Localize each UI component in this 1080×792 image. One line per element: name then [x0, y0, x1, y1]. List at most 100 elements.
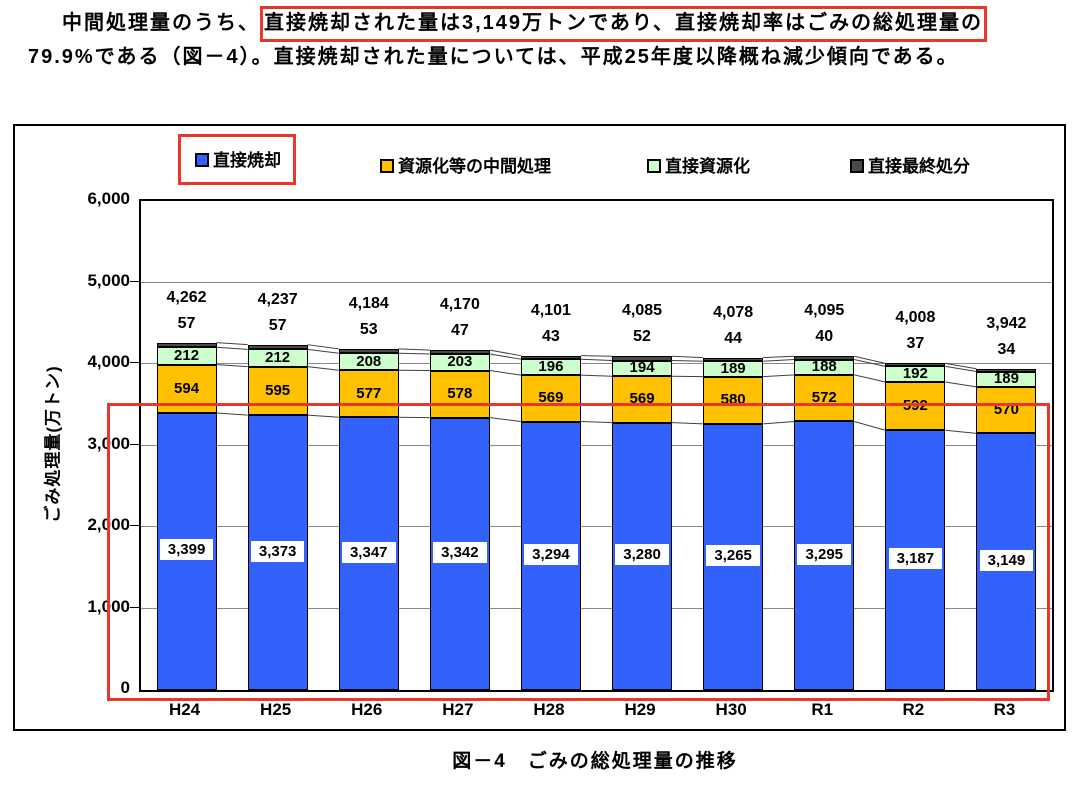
paragraph-line-1: 中間処理量のうち、 直接焼却された量は3,149万トンであり、直接焼却率はごみの総…: [0, 6, 1080, 42]
gridline: [141, 607, 1052, 609]
bar-segment-R2-1: [885, 382, 946, 431]
bar-segment-H27-2: [429, 354, 490, 371]
bar-value-label: 570: [993, 401, 1019, 419]
bar-segment-H30-1: [703, 376, 764, 424]
bar-segment-H28-1: [520, 375, 581, 422]
bar-total-label: 4,101: [530, 301, 571, 319]
bar-value-label: 595: [265, 381, 291, 399]
gridline: [141, 444, 1052, 446]
bar-value-label: 189: [993, 370, 1019, 388]
bar-total-label: 4,078: [713, 303, 754, 321]
bar-segment-H28-3: [520, 355, 581, 360]
y-axis-tick: [130, 606, 139, 608]
bar-segment-R3-1: [976, 386, 1037, 434]
bar-value: 3,294: [524, 543, 578, 565]
x-axis-label-R1: R1: [811, 700, 834, 719]
x-axis-label-H29: H29: [624, 700, 656, 719]
highlighted-text: 直接焼却された量は3,149万トンであり、直接焼却率はごみの総処理量の: [260, 6, 988, 42]
bar-segment-R1-3: [794, 356, 855, 360]
bar-segment-H29-3: [612, 356, 673, 361]
bar-value-label: 3,295: [784, 543, 864, 565]
legend-swatch-intermediate-recycling: [380, 159, 394, 173]
bar-segment-H30-2: [703, 361, 764, 377]
legend-item-direct-final-disposal: 直接最終処分: [850, 152, 970, 177]
bar-segment-H30-3: [703, 357, 764, 362]
gridline: [141, 363, 1052, 364]
bar-final-disposal-label: 57: [268, 316, 287, 334]
bar-segment-H25-2: [247, 349, 308, 367]
bar-segment-R3-3: [976, 368, 1037, 372]
bar-value-label: 196: [538, 358, 564, 376]
legend-item-direct-incineration-highlighted: 直接焼却: [178, 134, 296, 185]
paragraph-text: 中間処理量のうち、: [62, 12, 260, 34]
legend-item-intermediate-recycling: 資源化等の中間処理: [380, 152, 551, 177]
bar-total-label: 4,237: [257, 290, 298, 308]
bar-value-label: 3,265: [693, 544, 773, 566]
plot-area: 3,399 594 212 4,262 57 3,373 595 212 4,237 57 3,34…: [139, 199, 1054, 692]
legend-label: 資源化等の中間処理: [398, 157, 551, 176]
figure-caption: 図－4 ごみの総処理量の推移: [452, 751, 738, 772]
bar-value-label: 203: [447, 353, 473, 371]
legend-label: 直接最終処分: [868, 157, 970, 176]
bar-value-label: 3,149: [966, 549, 1046, 571]
bar-value-label: 594: [174, 379, 200, 397]
legend-swatch-direct-final-disposal: [850, 159, 864, 173]
bar-total-label: 3,942: [986, 314, 1027, 332]
bar-value-label: 577: [356, 384, 382, 402]
bar-value: 3,373: [250, 540, 305, 562]
x-axis-label-H26: H26: [351, 700, 383, 719]
bar-value: 3,149: [979, 549, 1034, 571]
bar-final-disposal-label: 47: [450, 322, 469, 340]
x-axis-label-R2: R2: [902, 700, 925, 719]
bar-segment-H25-3: [247, 344, 308, 350]
x-axis-label-H27: H27: [442, 700, 474, 719]
gridline: [141, 526, 1052, 527]
legend-label: 直接資源化: [665, 157, 750, 176]
bar-total-label: 4,262: [166, 288, 207, 306]
series-connector-lines: [216, 342, 977, 434]
bar-total-label: 4,095: [804, 302, 845, 320]
bar-value-label: 3,187: [875, 548, 955, 570]
x-axis-label-H30: H30: [715, 700, 747, 719]
y-axis-tick: [130, 280, 139, 282]
bar-value-label: 572: [811, 389, 837, 407]
bar-segment-H27-3: [429, 350, 490, 354]
bar-total-label: 4,170: [439, 296, 480, 314]
legend-item-direct-recycling: 直接資源化: [647, 152, 750, 177]
bar-final-disposal-label: 34: [997, 340, 1016, 358]
y-axis-tick-label: 0: [120, 678, 130, 697]
y-axis-tick-label: 6,000: [87, 189, 130, 208]
bar-value-label: 569: [538, 389, 564, 407]
bar-value-label: 188: [811, 358, 837, 376]
y-axis-tick-label: 2,000: [87, 515, 130, 534]
bar-value-label: 208: [356, 352, 382, 370]
bar-value-label: 3,399: [147, 539, 227, 561]
bar-segment-H28-2: [520, 359, 581, 376]
bar-total-label: 4,085: [622, 302, 663, 320]
y-axis-tick: [130, 525, 139, 526]
x-axis-label-H25: H25: [260, 700, 292, 719]
bar-value: 3,187: [888, 548, 943, 570]
bar-value-label: 194: [629, 359, 655, 377]
y-axis-tick-label: 4,000: [87, 352, 130, 371]
bar-value-label: 3,280: [602, 544, 682, 566]
intro-paragraph: 中間処理量のうち、 直接焼却された量は3,149万トンであり、直接焼却率はごみの総…: [0, 6, 1080, 74]
bar-total-label: 4,184: [348, 294, 389, 312]
bar-value-label: 3,347: [329, 541, 409, 563]
bar-segment-H29-2: [612, 360, 673, 377]
bar-value: 3,280: [615, 544, 669, 566]
legend-swatch-direct-incineration: [195, 153, 209, 167]
x-axis-label-H24: H24: [168, 700, 201, 719]
gridline: [141, 281, 1052, 283]
y-axis-tick-label: 5,000: [87, 270, 130, 290]
bar-segment-R1-1: [794, 374, 855, 422]
bar-value-label: 212: [174, 346, 200, 364]
bar-final-disposal-label: 44: [724, 329, 743, 347]
x-axis-label-R3: R3: [993, 700, 1016, 719]
bar-segment-H24-2: [156, 347, 217, 365]
bar-segment-R2-3: [885, 363, 946, 367]
y-axis-tick-label: 3,000: [87, 433, 130, 453]
bar-value-label: 3,294: [511, 543, 591, 565]
bar-final-disposal-label: 53: [359, 320, 378, 338]
y-axis-tick: [130, 362, 139, 363]
